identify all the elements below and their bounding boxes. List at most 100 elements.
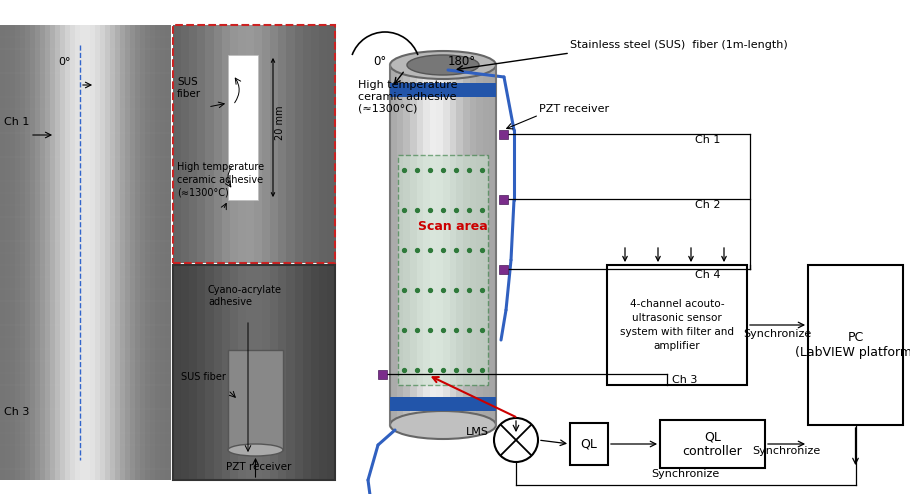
Bar <box>0 25 5 480</box>
Bar <box>50 25 56 480</box>
Bar <box>105 25 110 480</box>
Bar <box>808 265 903 425</box>
Bar <box>206 265 214 480</box>
Text: Ch 1: Ch 1 <box>695 135 721 145</box>
Bar <box>423 65 430 425</box>
Bar <box>410 65 417 425</box>
Text: Scan area: Scan area <box>418 220 488 233</box>
Bar <box>278 25 287 263</box>
Bar <box>145 25 150 480</box>
Text: SUS
fiber: SUS fiber <box>177 78 201 99</box>
Bar <box>456 65 463 425</box>
Text: High temperature
ceramic adhesive
(≈1300°C): High temperature ceramic adhesive (≈1300… <box>177 162 264 197</box>
Bar <box>490 65 497 425</box>
Bar <box>262 265 270 480</box>
Bar <box>390 83 496 97</box>
Text: Synchronize: Synchronize <box>753 446 821 456</box>
Bar <box>155 25 160 480</box>
Bar <box>75 25 80 480</box>
Bar <box>470 65 477 425</box>
Text: Stainless steel (SUS)  fiber (1m-length): Stainless steel (SUS) fiber (1m-length) <box>570 40 788 50</box>
Bar <box>197 265 206 480</box>
Bar <box>60 25 66 480</box>
Bar <box>173 265 182 480</box>
Bar <box>570 423 608 465</box>
Bar <box>660 420 765 468</box>
Bar <box>130 25 136 480</box>
Circle shape <box>494 418 538 462</box>
Bar <box>295 265 303 480</box>
Bar <box>45 25 50 480</box>
Bar <box>40 25 46 480</box>
Text: High temperature
ceramic adhesive
(≈1300°C): High temperature ceramic adhesive (≈1300… <box>358 80 458 113</box>
Text: 180°: 180° <box>448 55 476 68</box>
Bar <box>476 65 483 425</box>
Bar <box>120 25 126 480</box>
Bar <box>295 25 303 263</box>
Bar <box>30 25 35 480</box>
Bar <box>450 65 457 425</box>
Bar <box>499 265 508 274</box>
Text: 0°: 0° <box>374 55 387 68</box>
Bar <box>206 25 214 263</box>
Bar <box>115 25 120 480</box>
Text: Ch 1: Ch 1 <box>4 117 29 127</box>
Bar <box>197 25 206 263</box>
Bar <box>70 25 76 480</box>
Bar <box>398 155 488 385</box>
Bar <box>165 25 170 480</box>
Bar <box>55 25 60 480</box>
Bar <box>214 265 222 480</box>
Bar <box>318 265 328 480</box>
Bar <box>65 25 70 480</box>
Bar <box>173 25 182 263</box>
Bar <box>310 25 319 263</box>
Bar <box>378 370 387 379</box>
Bar <box>5 25 11 480</box>
Bar <box>403 65 410 425</box>
Text: Cyano-acrylate
adhesive: Cyano-acrylate adhesive <box>208 286 282 307</box>
Bar <box>254 25 263 263</box>
Text: Ch 3: Ch 3 <box>672 375 697 385</box>
Bar <box>238 265 247 480</box>
Bar <box>181 265 189 480</box>
Bar <box>499 195 508 204</box>
Bar <box>417 65 424 425</box>
Bar <box>181 25 189 263</box>
Text: Synchronize: Synchronize <box>652 469 720 479</box>
Text: PZT receiver: PZT receiver <box>539 104 609 114</box>
Bar <box>229 25 238 263</box>
Bar <box>222 265 230 480</box>
Bar <box>246 265 255 480</box>
Bar <box>607 265 747 385</box>
Bar <box>270 265 278 480</box>
Text: SUS fiber: SUS fiber <box>181 372 226 382</box>
Bar <box>110 25 116 480</box>
Bar <box>482 65 490 425</box>
Bar <box>390 397 496 411</box>
Bar <box>303 265 311 480</box>
Ellipse shape <box>390 51 496 79</box>
Bar <box>222 25 230 263</box>
Text: 20 mm: 20 mm <box>275 105 285 140</box>
Bar <box>160 25 166 480</box>
Text: 0°: 0° <box>58 57 70 67</box>
Bar <box>430 65 437 425</box>
Bar <box>228 350 283 450</box>
Text: PC
(LabVIEW platform): PC (LabVIEW platform) <box>794 331 910 359</box>
Bar <box>189 265 197 480</box>
Text: Ch 4: Ch 4 <box>695 270 721 280</box>
Bar <box>303 25 311 263</box>
Bar <box>85 25 90 480</box>
Text: LMS: LMS <box>466 427 489 437</box>
Bar <box>499 130 508 139</box>
Bar <box>397 65 404 425</box>
Bar <box>443 65 450 425</box>
Bar <box>327 25 336 263</box>
Ellipse shape <box>407 55 479 75</box>
Bar <box>287 265 295 480</box>
Bar <box>173 265 335 480</box>
Text: QL
controller: QL controller <box>682 430 743 458</box>
Text: Ch 2: Ch 2 <box>695 200 721 210</box>
Bar <box>140 25 146 480</box>
